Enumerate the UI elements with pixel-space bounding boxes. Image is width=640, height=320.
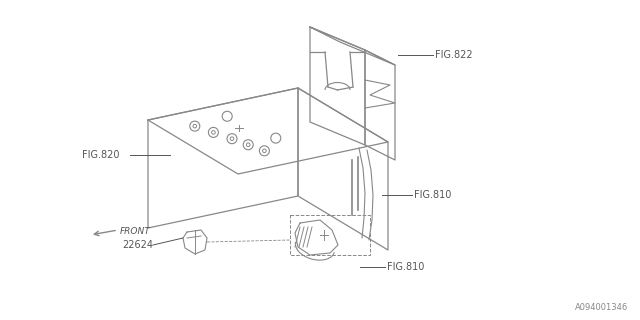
Text: FIG.810: FIG.810 [414,190,451,200]
Text: 22624: 22624 [122,240,153,250]
Text: FRONT: FRONT [120,228,151,236]
Text: FIG.822: FIG.822 [435,50,472,60]
Text: A094001346: A094001346 [575,303,628,312]
Text: FIG.810: FIG.810 [387,262,424,272]
Text: FIG.820: FIG.820 [82,150,120,160]
